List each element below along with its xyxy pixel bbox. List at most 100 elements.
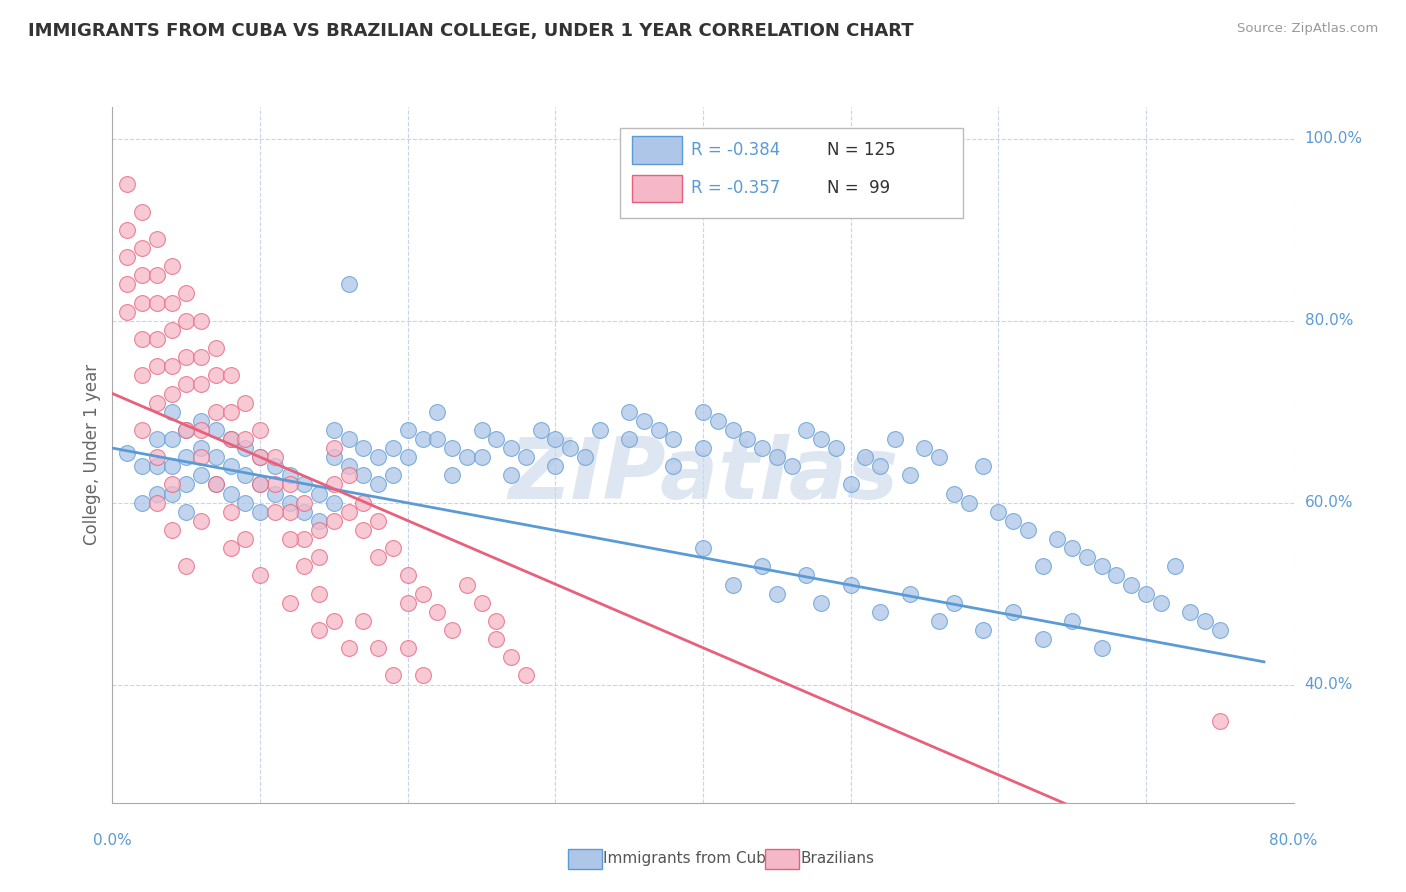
Point — [205, 477, 228, 491]
Point — [308, 550, 330, 565]
Point — [515, 668, 537, 682]
Point — [337, 459, 360, 474]
Point — [1091, 559, 1114, 574]
Point — [233, 532, 256, 546]
Point — [323, 514, 346, 528]
Point — [308, 623, 330, 637]
Point — [470, 423, 494, 437]
Point — [264, 477, 287, 491]
Point — [1208, 714, 1232, 728]
Point — [1150, 596, 1173, 610]
Point — [205, 405, 228, 419]
Point — [456, 450, 478, 465]
Point — [352, 468, 374, 483]
Point — [292, 505, 315, 519]
Point — [278, 477, 301, 491]
Point — [396, 568, 419, 582]
Point — [160, 477, 183, 491]
Point — [219, 405, 242, 419]
Point — [264, 459, 287, 474]
Point — [249, 450, 271, 465]
Point — [160, 459, 183, 474]
Point — [174, 350, 197, 364]
Point — [485, 632, 508, 646]
Point — [308, 523, 330, 537]
Point — [1105, 568, 1128, 582]
Point — [942, 486, 965, 500]
Point — [558, 441, 582, 455]
Point — [249, 505, 271, 519]
Point — [352, 441, 374, 455]
Text: 40.0%: 40.0% — [1305, 677, 1353, 692]
Point — [190, 514, 212, 528]
Point — [190, 350, 212, 364]
Point — [219, 541, 242, 556]
Point — [233, 395, 256, 409]
Text: 80.0%: 80.0% — [1270, 833, 1317, 848]
Point — [278, 596, 301, 610]
Point — [308, 486, 330, 500]
Point — [529, 423, 551, 437]
Point — [501, 650, 523, 665]
Point — [337, 432, 360, 446]
Point — [1001, 605, 1024, 619]
Point — [470, 450, 494, 465]
Point — [1164, 559, 1187, 574]
Point — [190, 377, 212, 392]
Point — [914, 441, 936, 455]
Point — [264, 505, 287, 519]
Point — [233, 496, 256, 510]
Point — [367, 641, 389, 656]
Point — [219, 368, 242, 383]
Point — [928, 614, 950, 628]
Point — [647, 423, 671, 437]
Point — [219, 486, 242, 500]
Point — [1046, 532, 1069, 546]
Point — [396, 596, 419, 610]
Point — [869, 459, 891, 474]
FancyBboxPatch shape — [633, 175, 682, 202]
Point — [515, 450, 537, 465]
Point — [131, 496, 153, 510]
Point — [751, 441, 773, 455]
Text: Immigrants from Cuba: Immigrants from Cuba — [603, 852, 776, 866]
Point — [292, 477, 315, 491]
Point — [619, 405, 641, 419]
Point — [131, 241, 153, 255]
Point — [706, 414, 728, 428]
Point — [337, 277, 360, 292]
Point — [146, 332, 169, 346]
Point — [146, 268, 169, 283]
Point — [662, 459, 685, 474]
Point — [1208, 623, 1232, 637]
Point — [898, 468, 921, 483]
Point — [146, 232, 169, 246]
Point — [131, 268, 153, 283]
Point — [205, 450, 228, 465]
Point — [796, 568, 818, 582]
Point — [426, 605, 449, 619]
Point — [323, 496, 346, 510]
Point — [146, 359, 169, 374]
Point — [190, 468, 212, 483]
Point — [957, 496, 980, 510]
Point — [205, 341, 228, 355]
Point — [117, 250, 138, 264]
Point — [264, 486, 287, 500]
Point — [544, 432, 567, 446]
Point — [367, 450, 389, 465]
Point — [382, 668, 405, 682]
Point — [1032, 632, 1054, 646]
Point — [146, 295, 169, 310]
Point — [160, 259, 183, 273]
Point — [1091, 641, 1114, 656]
Point — [337, 468, 360, 483]
Point — [117, 304, 138, 318]
Point — [780, 459, 803, 474]
Point — [249, 423, 271, 437]
Point — [928, 450, 950, 465]
Point — [219, 505, 242, 519]
Point — [441, 623, 464, 637]
Point — [146, 395, 169, 409]
Point — [190, 423, 212, 437]
